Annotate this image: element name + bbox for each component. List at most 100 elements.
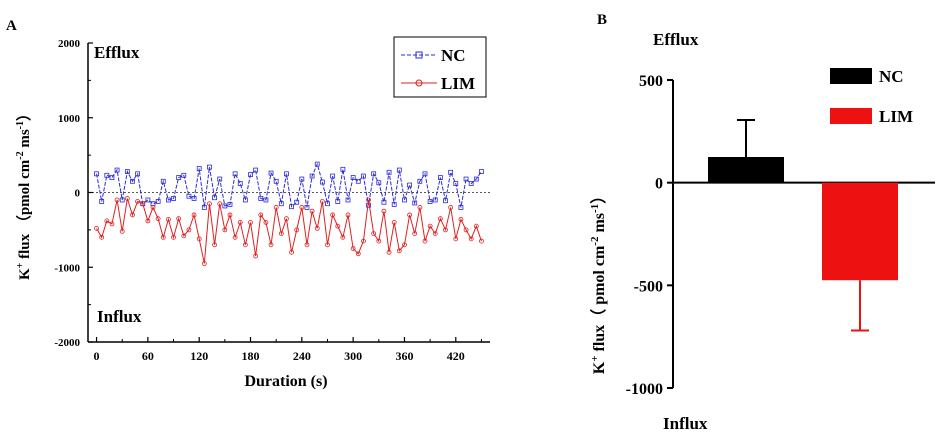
panel-a-point-lim	[140, 201, 146, 207]
panel-a-point-nc	[155, 199, 161, 204]
panel-a-point-nc	[99, 199, 105, 204]
panel-a-point-nc	[299, 176, 305, 182]
panel-a-point-lim	[119, 228, 125, 234]
panel-a-point-nc	[345, 197, 351, 203]
panel-b: B Efflux Influx -1000 -500 0 500 K+ flux（ p…	[589, 12, 935, 432]
panel-a-legend-box	[393, 36, 487, 98]
panel-a-y-tick-label: 2000	[58, 38, 81, 50]
panel-a-point-nc	[443, 198, 448, 204]
panel-a-point-lim	[196, 236, 202, 242]
panel-a-point-lim	[432, 231, 438, 237]
panel-a-point-lim	[268, 242, 274, 248]
panel-a-point-nc	[402, 197, 407, 203]
panel-a-point-nc	[479, 169, 484, 174]
panel-a-point-nc	[278, 201, 284, 207]
panel-a-point-lim	[150, 205, 156, 210]
legend-b-lim-label: LIM	[879, 107, 913, 126]
panel-a-y-tick-label: -2000	[54, 337, 80, 349]
panel-a-point-nc	[453, 181, 459, 186]
panel-a-point-nc	[207, 164, 212, 170]
panel-a-point-nc	[319, 179, 325, 185]
panel-a-point-nc	[309, 173, 315, 179]
panel-a-point-nc	[350, 175, 356, 180]
panel-a-point-nc	[94, 171, 99, 177]
panel-a-point-lim	[417, 205, 423, 210]
panel-a-point-lim	[479, 238, 484, 244]
panel-a-point-lim	[463, 227, 469, 233]
panel-a-point-nc	[335, 199, 341, 204]
panel-b-y-tick-label: -500	[634, 278, 663, 295]
panel-a-x-tick-label: 300	[344, 349, 362, 363]
panel-a-point-lim	[391, 219, 397, 225]
panel-a-point-lim	[124, 196, 130, 201]
panel-a-point-lim	[371, 231, 377, 237]
panel-a-point-nc	[160, 178, 166, 184]
panel-a-point-nc	[417, 178, 423, 184]
panel-a-point-nc	[325, 201, 330, 207]
panel-a-point-lim	[319, 199, 325, 204]
panel-a-letter: A	[6, 18, 17, 34]
panel-a-point-lim	[330, 212, 336, 218]
panel-a: A -2000 -1000 0 1000 2000 0 60 120 180 240 300 360…	[6, 18, 490, 390]
panel-a-point-lim	[289, 249, 294, 255]
panel-a-point-lim	[355, 251, 361, 257]
panel-a-point-lim	[376, 238, 382, 244]
panel-a-point-nc	[232, 171, 238, 177]
panel-a-point-nc	[253, 167, 259, 173]
panel-a-point-nc	[432, 197, 438, 203]
panel-a-point-nc	[284, 171, 289, 177]
panel-a-point-lim	[263, 219, 269, 225]
panel-a-point-lim	[443, 227, 448, 233]
panel-a-point-lim	[130, 212, 135, 218]
panel-a-point-nc	[268, 170, 274, 176]
panel-a-point-nc	[304, 205, 310, 210]
panel-a-point-lim	[227, 212, 233, 218]
panel-a-point-nc	[109, 175, 115, 180]
panel-a-point-nc	[222, 203, 228, 209]
panel-a-point-nc	[201, 205, 207, 210]
panel-a-point-nc	[361, 173, 366, 179]
panel-b-bar-nc	[708, 157, 784, 183]
panel-a-point-lim	[278, 231, 284, 237]
panel-a-point-nc	[181, 172, 187, 178]
panel-a-point-lim	[407, 212, 413, 218]
panel-a-point-nc	[248, 172, 253, 177]
panel-a-point-lim	[458, 217, 464, 222]
panel-a-point-lim	[258, 212, 264, 218]
panel-a-point-lim	[104, 218, 110, 224]
panel-a-point-lim	[181, 233, 187, 239]
panel-a-point-nc	[468, 181, 474, 186]
panel-a-point-nc	[376, 180, 382, 186]
panel-b-y-tick-label: 500	[639, 73, 663, 90]
panel-b-legend: NC LIM	[830, 67, 913, 126]
panel-a-x-tick-label: 360	[395, 349, 413, 363]
panel-a-point-nc	[381, 199, 387, 205]
panel-a-point-nc	[165, 197, 171, 203]
panel-a-point-lim	[366, 197, 371, 203]
panel-a-point-nc	[258, 196, 264, 201]
panel-a-point-lim	[284, 216, 289, 222]
panel-a-x-tick-label: 420	[447, 349, 465, 363]
panel-a-point-nc	[427, 199, 433, 204]
panel-a-point-nc	[314, 161, 320, 167]
panel-a-point-nc	[186, 193, 192, 199]
panel-a-point-lim	[248, 219, 253, 225]
panel-a-point-lim	[468, 236, 474, 242]
panel-a-point-nc	[448, 169, 454, 175]
panel-a-point-lim	[309, 208, 315, 214]
panel-b-bar-lim	[822, 182, 898, 281]
panel-a-point-nc	[407, 182, 413, 188]
panel-a-series	[94, 161, 484, 266]
panel-a-point-lim	[232, 234, 238, 240]
panel-a-efflux-label: Efflux	[94, 43, 140, 62]
panel-a-y-tick-label: 1000	[58, 113, 81, 125]
panel-b-y-tick-label: 0	[655, 176, 663, 193]
panel-a-point-nc	[171, 196, 176, 201]
panel-a-point-nc	[412, 200, 418, 206]
panel-a-point-lim	[325, 242, 330, 248]
panel-b-bars	[708, 119, 898, 332]
panel-a-x-tick-label: 120	[190, 349, 208, 363]
panel-a-point-lim	[155, 216, 161, 222]
legend-nc-label: NC	[441, 46, 466, 65]
panel-a-point-nc	[242, 197, 248, 203]
